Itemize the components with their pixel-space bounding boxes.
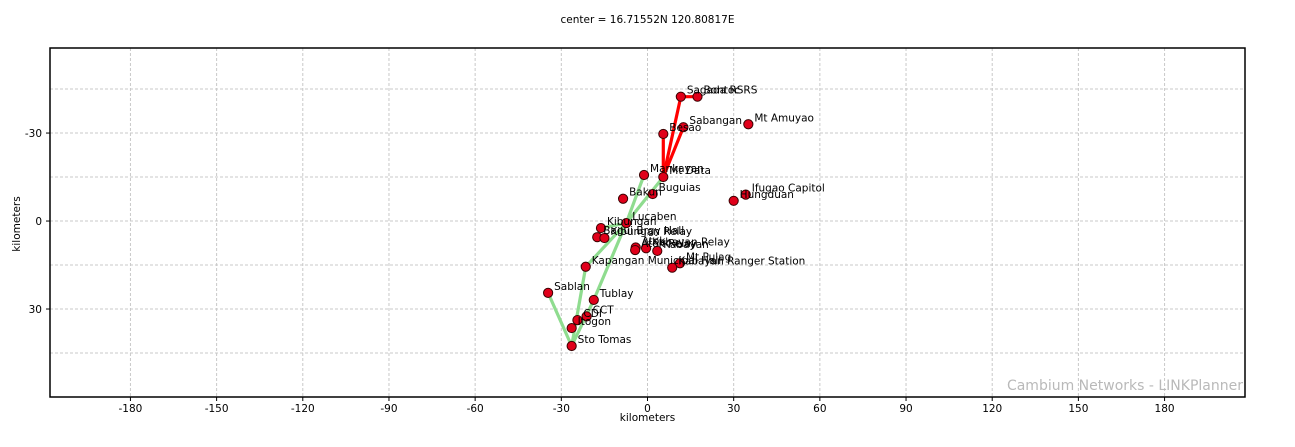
link-line — [661, 95, 683, 179]
x-tick-label: 120 — [982, 403, 1002, 415]
axis-layer: -180 -150 -120 -90 -60 -30 0 30 60 90 120 150 180 -30… — [25, 47, 1246, 415]
link-line — [624, 175, 665, 225]
x-tick-label: 180 — [1155, 403, 1175, 415]
site-label: Buguias — [659, 182, 701, 194]
link-line — [592, 221, 628, 302]
link-line — [570, 265, 588, 348]
y-tick-label: 0 — [35, 216, 42, 228]
site-marker — [572, 315, 583, 326]
y-axis-label: kilometers — [11, 196, 23, 252]
site-label: Lucaben — [632, 211, 676, 223]
site-label: Ifugao Capitol — [752, 183, 825, 195]
site-marker — [647, 188, 658, 200]
site-label: Kabayan Ranger Station — [678, 256, 805, 268]
site-label: Kibungan Relay — [610, 226, 692, 238]
y-tick-label: -30 — [25, 128, 42, 140]
site-label: CCT — [593, 304, 615, 316]
link-line — [584, 221, 628, 269]
site-marker — [566, 340, 577, 352]
site-label: Mt Amuyao — [754, 112, 814, 124]
site-marker — [566, 322, 577, 334]
site-label: Kabayan Relay — [652, 236, 730, 248]
site-label: Atok — [642, 235, 667, 247]
site-marker — [621, 217, 632, 229]
site-marker — [678, 122, 689, 133]
link-layer — [546, 95, 700, 348]
site-label: Bontoc RS — [703, 85, 757, 97]
site-label: Mt Data — [669, 165, 711, 177]
chart-title: center = 16.71552N 120.80817E — [560, 14, 735, 26]
site-marker — [595, 222, 607, 234]
site-marker — [581, 311, 592, 322]
x-tick-label: 90 — [899, 403, 912, 415]
site-label: Sablan — [554, 281, 590, 293]
site-label: Sto Tomas — [578, 334, 632, 346]
link-line — [546, 291, 574, 348]
x-tick-label: 0 — [644, 403, 651, 415]
site-label: Atok Relay — [641, 238, 697, 250]
grid-layer — [50, 48, 1245, 397]
site-label: Hungduan — [740, 189, 794, 201]
link-line — [661, 125, 686, 179]
x-tick-label: -150 — [205, 403, 229, 415]
site-marker — [630, 244, 641, 256]
site-marker — [580, 261, 591, 272]
site-marker — [652, 245, 663, 257]
site-label: Mankayan — [650, 163, 704, 175]
site-label: Tublay — [599, 288, 634, 300]
site-marker — [728, 195, 739, 206]
site-marker — [740, 189, 751, 200]
site-marker — [743, 119, 754, 130]
site-marker — [543, 287, 554, 298]
site-label: Bagui Brgy Hall — [603, 225, 684, 237]
watermark-text: Cambium Networks - LINKPlanner — [1006, 378, 1243, 394]
site-label: Sagada RS — [687, 85, 744, 97]
x-tick-label: -60 — [467, 403, 484, 415]
site-marker — [658, 171, 669, 183]
x-tick-label: -180 — [119, 403, 143, 415]
site-marker — [640, 243, 652, 254]
site-label: Besao — [669, 122, 701, 134]
link-line — [570, 298, 596, 348]
x-axis-label: kilometers — [619, 412, 676, 424]
x-tick-label: -30 — [553, 403, 570, 415]
site-label: Kibungan — [607, 216, 657, 228]
x-tick-label: -120 — [291, 403, 315, 415]
plot-frame — [49, 47, 1246, 398]
x-tick-label: 30 — [727, 403, 740, 415]
site-label: CDI — [583, 308, 602, 320]
x-tick-label: 150 — [1068, 403, 1088, 415]
site-marker — [667, 262, 678, 273]
site-marker — [617, 193, 629, 204]
site-marker — [599, 232, 610, 244]
site-label: Sabangan — [689, 115, 742, 127]
link-line — [624, 173, 646, 225]
site-label: Itogon — [578, 316, 611, 328]
site-label: Mt Pulag — [686, 251, 731, 263]
site-marker — [588, 294, 599, 306]
site-marker — [638, 169, 650, 181]
site-marker — [674, 258, 686, 269]
site-marker — [658, 128, 669, 140]
site-label: Kabayan — [663, 239, 709, 251]
site-marker — [692, 91, 703, 102]
x-tick-label: -90 — [380, 403, 397, 415]
node-layer — [543, 91, 754, 352]
x-tick-label: 60 — [813, 403, 826, 415]
y-tick-label: 30 — [29, 304, 42, 316]
site-label: Kapangan Municipal Hall — [592, 255, 721, 267]
site-marker — [675, 91, 686, 102]
site-label: Bakun — [629, 187, 662, 199]
